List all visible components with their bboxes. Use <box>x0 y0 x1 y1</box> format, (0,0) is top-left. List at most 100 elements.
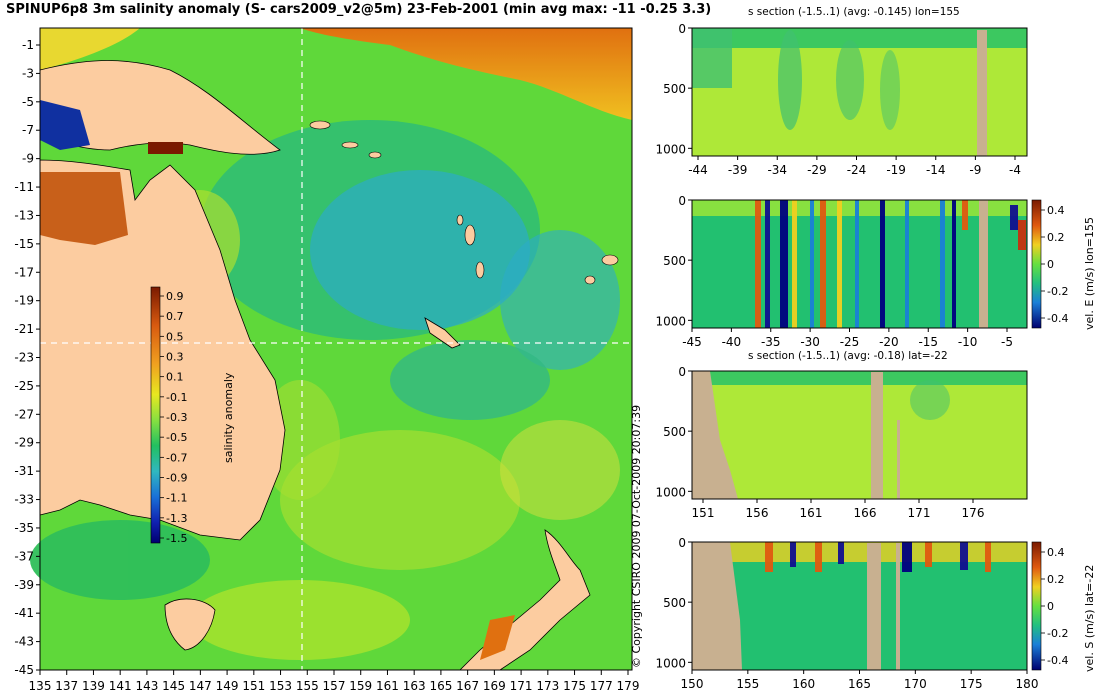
lon-tick-label: 149 <box>216 679 239 693</box>
lon-tick-label: 151 <box>242 679 265 693</box>
page-title: SPINUP6p8 3m salinity anomaly (S- cars20… <box>6 2 712 17</box>
depth-tick-label: 1000 <box>655 656 686 670</box>
section-x-tick-label: -15 <box>918 335 938 349</box>
salinity-cbar-tick-label: -0.9 <box>166 472 187 485</box>
lon-tick-label: 145 <box>162 679 185 693</box>
vel-cbar-tick-label: 0 <box>1047 258 1054 271</box>
lat-tick-label: -25 <box>14 379 34 393</box>
lon-tick-label: 147 <box>189 679 212 693</box>
section-x-tick-label: -39 <box>728 163 748 177</box>
lon-tick-label: 163 <box>403 679 426 693</box>
salinity-colorbar-ticks: 0.9 0.7 0.5 0.3 0.1 -0.1 -0.3 -0.5 -0.7 -0.9 -1.1 -… <box>160 290 187 545</box>
salinity-colorbar-label: salinity anomaly <box>222 372 235 463</box>
lon-tick-label: 167 <box>456 679 479 693</box>
section-x-tick-label: -20 <box>879 335 899 349</box>
depth-tick-label: 1000 <box>655 314 686 328</box>
section-x-tick-label: 165 <box>848 677 871 691</box>
salinity-cbar-tick-label: -1.1 <box>166 492 187 505</box>
lon-tick-label: 159 <box>349 679 372 693</box>
gulf-anomaly <box>40 172 128 245</box>
lat-tick-label: -39 <box>14 578 34 592</box>
map-frame <box>39 27 633 671</box>
vel-south-section-panel: 0 500 1000 150 155 160 165 170 175 180 0.4 0.2 0 -0.2… <box>655 536 1068 691</box>
depth-tick-label: 500 <box>663 254 686 268</box>
vel-cbar-tick-label: 0.4 <box>1047 546 1065 559</box>
depth-tick-label: 1000 <box>655 142 686 156</box>
depth-tick-label: 0 <box>678 194 686 208</box>
salinity-cbar-tick-label: 0.9 <box>166 290 184 303</box>
section-x-tick-label: -24 <box>847 163 867 177</box>
lat-tick-label: -13 <box>14 208 34 222</box>
section-x-tick-label: 161 <box>800 506 823 520</box>
panel-1-title: s section (-1.5..1) (avg: -0.145) lon=15… <box>748 6 960 18</box>
salinity-cbar-tick-label: -0.5 <box>166 431 187 444</box>
lat-tick-label: -23 <box>14 351 34 365</box>
vel-cbar-tick-label: 0.2 <box>1047 231 1065 244</box>
map-figure: 0.9 0.7 0.5 0.3 0.1 -0.1 -0.3 -0.5 -0.7 -0.9 -1.1 -… <box>14 27 639 693</box>
high-anomaly-region <box>300 28 632 120</box>
section-x-tick-label: -5 <box>1001 335 1013 349</box>
lat-tick-label: -9 <box>22 152 34 166</box>
vel-cbar-tick-label: -0.2 <box>1047 285 1068 298</box>
salinity-cbar-tick-label: -0.3 <box>166 411 187 424</box>
coastal-red-anomaly <box>148 142 183 154</box>
lat-tick-label: -19 <box>14 294 34 308</box>
depth-tick-label: 0 <box>678 365 686 379</box>
lat-tick-label: -11 <box>14 180 34 194</box>
section-x-tick-label: -14 <box>926 163 946 177</box>
lon-tick-label: 171 <box>510 679 533 693</box>
section-x-tick-label: 156 <box>746 506 769 520</box>
lon-tick-label: 173 <box>536 679 559 693</box>
section-x-tick-label: 155 <box>736 677 759 691</box>
salinity-cbar-tick-label: -1.3 <box>166 512 187 525</box>
section-x-tick-label: -30 <box>800 335 820 349</box>
lon-tick-label: 177 <box>590 679 613 693</box>
tasmania-land <box>164 598 216 651</box>
section-x-tick-label: -9 <box>969 163 981 177</box>
vel-cbar-tick-label: 0 <box>1047 600 1054 613</box>
lon-tick-label: 157 <box>323 679 346 693</box>
salinity-cbar-tick-label: 0.1 <box>166 371 184 384</box>
section-x-tick-label: -34 <box>767 163 787 177</box>
lat-tick-label: -31 <box>14 464 34 478</box>
depth-tick-label: 1000 <box>655 485 686 499</box>
lat-tick-label: -15 <box>14 237 34 251</box>
section-x-tick-label: 171 <box>908 506 931 520</box>
vel-cbar-tick-label: 0.4 <box>1047 204 1065 217</box>
lon-tick-label: 155 <box>296 679 319 693</box>
section-x-tick-label: 175 <box>960 677 983 691</box>
lat-tick-label: -41 <box>14 606 34 620</box>
section-x-tick-label: -19 <box>886 163 906 177</box>
depth-tick-label: 500 <box>663 82 686 96</box>
depth-tick-label: 0 <box>678 536 686 550</box>
salinity-colorbar <box>150 286 161 544</box>
salinity-cbar-tick-label: 0.7 <box>166 310 184 323</box>
section-x-tick-label: -29 <box>807 163 827 177</box>
lat-tick-label: -1 <box>22 38 34 52</box>
salinity-cbar-tick-label: -0.1 <box>166 391 187 404</box>
new-caledonia-land <box>424 317 461 349</box>
section-x-tick-label: -40 <box>722 335 742 349</box>
section-x-tick-label: 151 <box>692 506 715 520</box>
lon-tick-label: 169 <box>483 679 506 693</box>
lat-tick-label: -21 <box>14 322 34 336</box>
high-anomaly-region-nw <box>40 28 140 70</box>
section-x-tick-label: -25 <box>840 335 860 349</box>
lon-tick-label: 143 <box>135 679 158 693</box>
vel-cbar-tick-label: 0.2 <box>1047 573 1065 586</box>
lat-tick-label: -37 <box>14 549 34 563</box>
lon-tick-label: 141 <box>109 679 132 693</box>
pacific-islands <box>309 120 619 285</box>
section-x-tick-label: -45 <box>682 335 702 349</box>
section-x-tick-label: 160 <box>792 677 815 691</box>
salinity-cbar-tick-label: -0.7 <box>166 451 187 464</box>
depth-tick-label: 0 <box>678 22 686 36</box>
depth-tick-label: 500 <box>663 425 686 439</box>
panel-3-title: s section (-1.5..1) (avg: -0.18) lat=-22 <box>748 350 948 362</box>
section-x-tick-label: 170 <box>904 677 927 691</box>
salinity-cbar-tick-label: 0.3 <box>166 351 184 364</box>
section-x-tick-label: 176 <box>962 506 985 520</box>
lon-tick-label: 161 <box>376 679 399 693</box>
latitude-axis: -1 -3 -5 -7 -9 -11 -13 -15 -17 -19 -21 -23 -25 -27 -29… <box>14 38 40 677</box>
section-x-tick-label: 180 <box>1016 677 1039 691</box>
